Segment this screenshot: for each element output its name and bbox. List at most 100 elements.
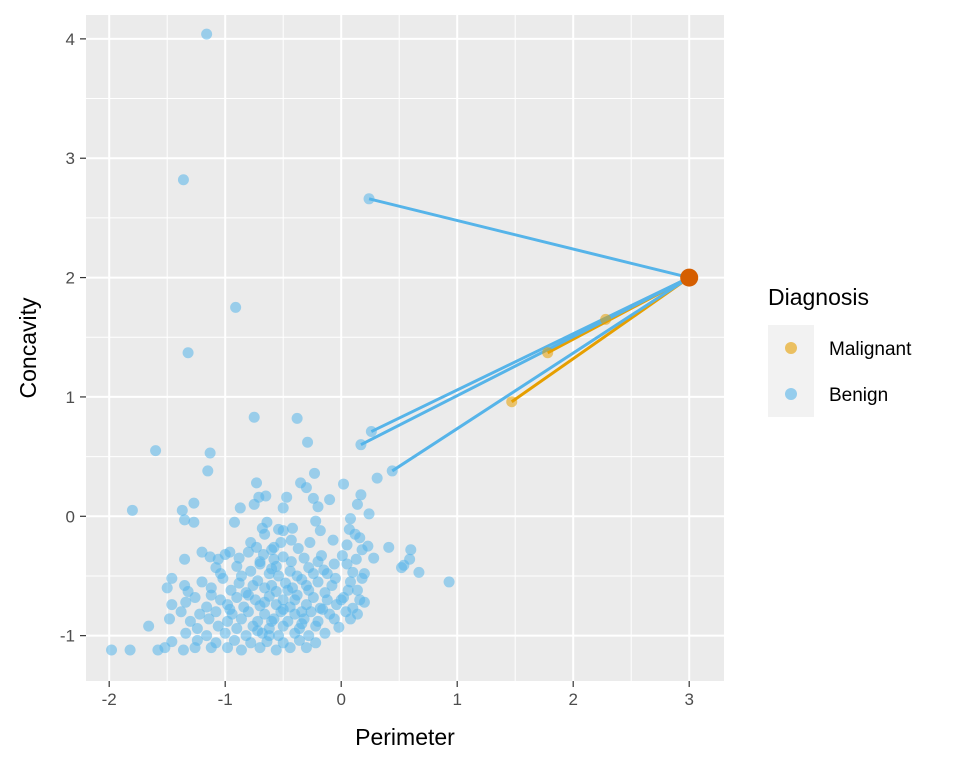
data-point-benign — [314, 525, 326, 537]
data-point-benign — [300, 580, 312, 592]
legend-title: Diagnosis — [768, 284, 869, 310]
legend: Diagnosis Malignant Benign — [768, 284, 912, 417]
data-point-benign — [281, 491, 293, 503]
data-point-benign — [126, 504, 138, 516]
data-point-benign — [307, 492, 319, 504]
data-point-benign — [212, 553, 224, 565]
new-point-marker — [680, 268, 699, 287]
data-point-benign — [205, 589, 217, 601]
x-tick-label: 0 — [336, 690, 345, 709]
data-point-benign — [143, 620, 155, 632]
data-point-benign — [228, 634, 240, 646]
data-point-benign — [231, 591, 243, 603]
data-point-benign — [405, 544, 417, 556]
data-point-benign — [222, 642, 234, 654]
data-point-benign — [383, 541, 395, 553]
data-point-benign — [344, 576, 356, 588]
data-point-benign — [312, 576, 324, 588]
grid-major — [86, 15, 724, 681]
data-point-benign — [324, 494, 336, 506]
data-point-benign — [321, 594, 333, 606]
data-point-benign — [210, 606, 222, 618]
y-axis-title: Concavity — [15, 297, 41, 398]
data-point-benign — [242, 606, 254, 618]
data-point-benign — [166, 599, 178, 611]
data-point-benign — [259, 608, 271, 620]
data-point-benign — [235, 644, 247, 656]
data-point-benign — [310, 637, 322, 649]
data-point-benign — [317, 603, 329, 615]
data-point-benign — [219, 627, 231, 639]
data-point-benign — [284, 565, 296, 577]
data-point-benign — [235, 570, 247, 582]
data-point-benign — [234, 502, 246, 514]
data-point-benign — [368, 552, 380, 564]
data-point-benign — [371, 472, 383, 484]
data-point-benign — [179, 514, 191, 526]
data-point-benign — [245, 565, 257, 577]
data-point-benign — [291, 412, 303, 424]
data-point-benign — [106, 644, 118, 656]
x-axis: -2 -1 0 1 2 3 — [102, 681, 694, 709]
data-point-benign — [212, 620, 224, 632]
data-point-benign — [164, 613, 176, 625]
data-point-benign — [365, 426, 377, 438]
neighbor-line — [368, 197, 690, 280]
data-point-benign — [335, 594, 347, 606]
data-point-benign — [177, 174, 189, 186]
legend-key-benign — [785, 388, 797, 400]
y-tick-label: 4 — [66, 30, 75, 49]
data-point-benign — [300, 642, 312, 654]
data-point-benign — [321, 568, 333, 580]
data-point-benign — [231, 560, 243, 572]
data-point-benign — [273, 570, 285, 582]
data-point-benign — [298, 552, 310, 564]
data-point-benign — [355, 489, 367, 501]
data-point-benign — [188, 516, 200, 528]
data-point-malignant — [542, 347, 554, 359]
data-point-benign — [351, 498, 363, 510]
data-point-benign — [159, 642, 171, 654]
data-point-benign — [338, 478, 350, 490]
x-tick-label: 2 — [568, 690, 577, 709]
data-point-benign — [443, 576, 455, 588]
data-point-benign — [194, 608, 206, 620]
new-observation — [680, 268, 699, 287]
data-point-benign — [248, 411, 260, 423]
data-point-benign — [242, 546, 254, 558]
data-point-benign — [188, 497, 200, 509]
data-point-benign — [356, 544, 368, 556]
data-point-benign — [260, 490, 272, 502]
data-point-benign — [295, 477, 307, 489]
data-point-benign — [251, 541, 263, 553]
data-point-benign — [254, 642, 266, 654]
data-point-benign — [224, 603, 236, 615]
data-point-benign — [215, 568, 227, 580]
data-point-benign — [351, 584, 363, 596]
data-point-benign — [222, 615, 234, 627]
data-point-benign — [305, 606, 317, 618]
data-point-benign — [344, 613, 356, 625]
data-point-benign — [333, 621, 345, 633]
data-point-benign — [176, 504, 188, 516]
data-point-benign — [286, 522, 298, 534]
data-point-benign — [307, 591, 319, 603]
data-point-benign — [202, 465, 214, 477]
data-point-benign — [184, 615, 196, 627]
data-point-benign — [309, 467, 321, 479]
data-point-benign — [312, 556, 324, 568]
data-point-benign — [289, 594, 301, 606]
data-point-benign — [228, 516, 240, 528]
data-point-benign — [270, 644, 282, 656]
data-point-benign — [312, 501, 324, 513]
legend-key-malignant — [785, 342, 797, 354]
x-tick-label: -2 — [102, 690, 117, 709]
data-point-benign — [256, 522, 268, 534]
y-tick-label: 2 — [66, 269, 75, 288]
data-point-benign — [277, 603, 289, 615]
data-point-benign — [248, 498, 260, 510]
x-tick-label: 1 — [452, 690, 461, 709]
data-point-benign — [356, 572, 368, 584]
data-point-benign — [251, 477, 263, 489]
data-point-malignant — [506, 396, 518, 408]
